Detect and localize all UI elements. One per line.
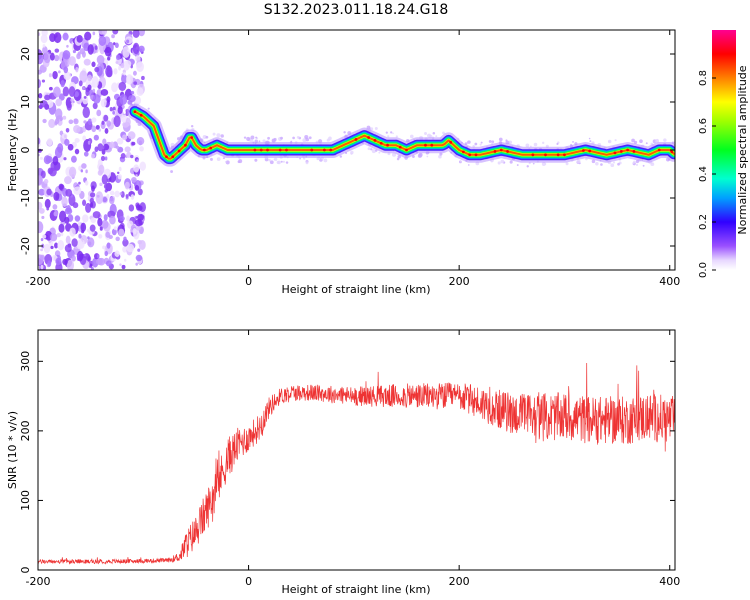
snr-x-tick-label: 0 xyxy=(245,575,252,588)
snr-series-line xyxy=(38,362,675,565)
snr-y-label: SNR (10 * v/v) xyxy=(6,411,19,489)
snr-y-tick-label: 0 xyxy=(19,567,32,574)
spectrogram-chart: -200 0 200 400 -20 -10 0 10 20 Height of straigh… xyxy=(6,29,749,296)
spectrogram-y-tick-label: 10 xyxy=(19,95,32,109)
colorbar-label: Normalized spectral amplitude xyxy=(736,65,749,234)
colorbar-tick-label: 0.4 xyxy=(698,166,709,182)
spectrogram-y-tick-label: -10 xyxy=(19,189,32,207)
colorbar-tick-label: 0.2 xyxy=(698,214,709,230)
snr-y-tick-label: 300 xyxy=(19,351,32,372)
snr-x-label: Height of straight line (km) xyxy=(281,583,430,596)
spectrogram-x-tick-label: 200 xyxy=(449,275,470,288)
chart-title: S132.2023.011.18.24.G18 xyxy=(263,2,449,18)
noise-region xyxy=(38,30,147,270)
spectrogram-y-tick-label: 20 xyxy=(19,47,32,61)
snr-x-tick-label: -200 xyxy=(26,575,51,588)
spectrogram-y-tick-label: 0 xyxy=(19,147,32,154)
colorbar-tick-label: 0.0 xyxy=(698,262,709,278)
spectrogram-x-tick-label: -200 xyxy=(26,275,51,288)
snr-x-tick-label: 200 xyxy=(449,575,470,588)
spectrogram-x-label: Height of straight line (km) xyxy=(281,283,430,296)
snr-y-tick-label: 200 xyxy=(19,420,32,441)
colorbar-tick-label: 0.6 xyxy=(698,118,709,134)
snr-frame xyxy=(37,329,676,571)
colorbar-tick-label: 0.8 xyxy=(698,70,709,86)
snr-y-tick-label: 100 xyxy=(19,490,32,511)
spectrogram-x-tick-label: 400 xyxy=(659,275,680,288)
colorbar xyxy=(712,30,736,270)
spectrogram-x-tick-label: 0 xyxy=(245,275,252,288)
snr-x-tick-label: 400 xyxy=(659,575,680,588)
spectrogram-y-label: Frequency (Hz) xyxy=(6,109,19,192)
spectrogram-y-tick-label: -20 xyxy=(19,237,32,255)
spectral-ridge xyxy=(126,102,675,173)
